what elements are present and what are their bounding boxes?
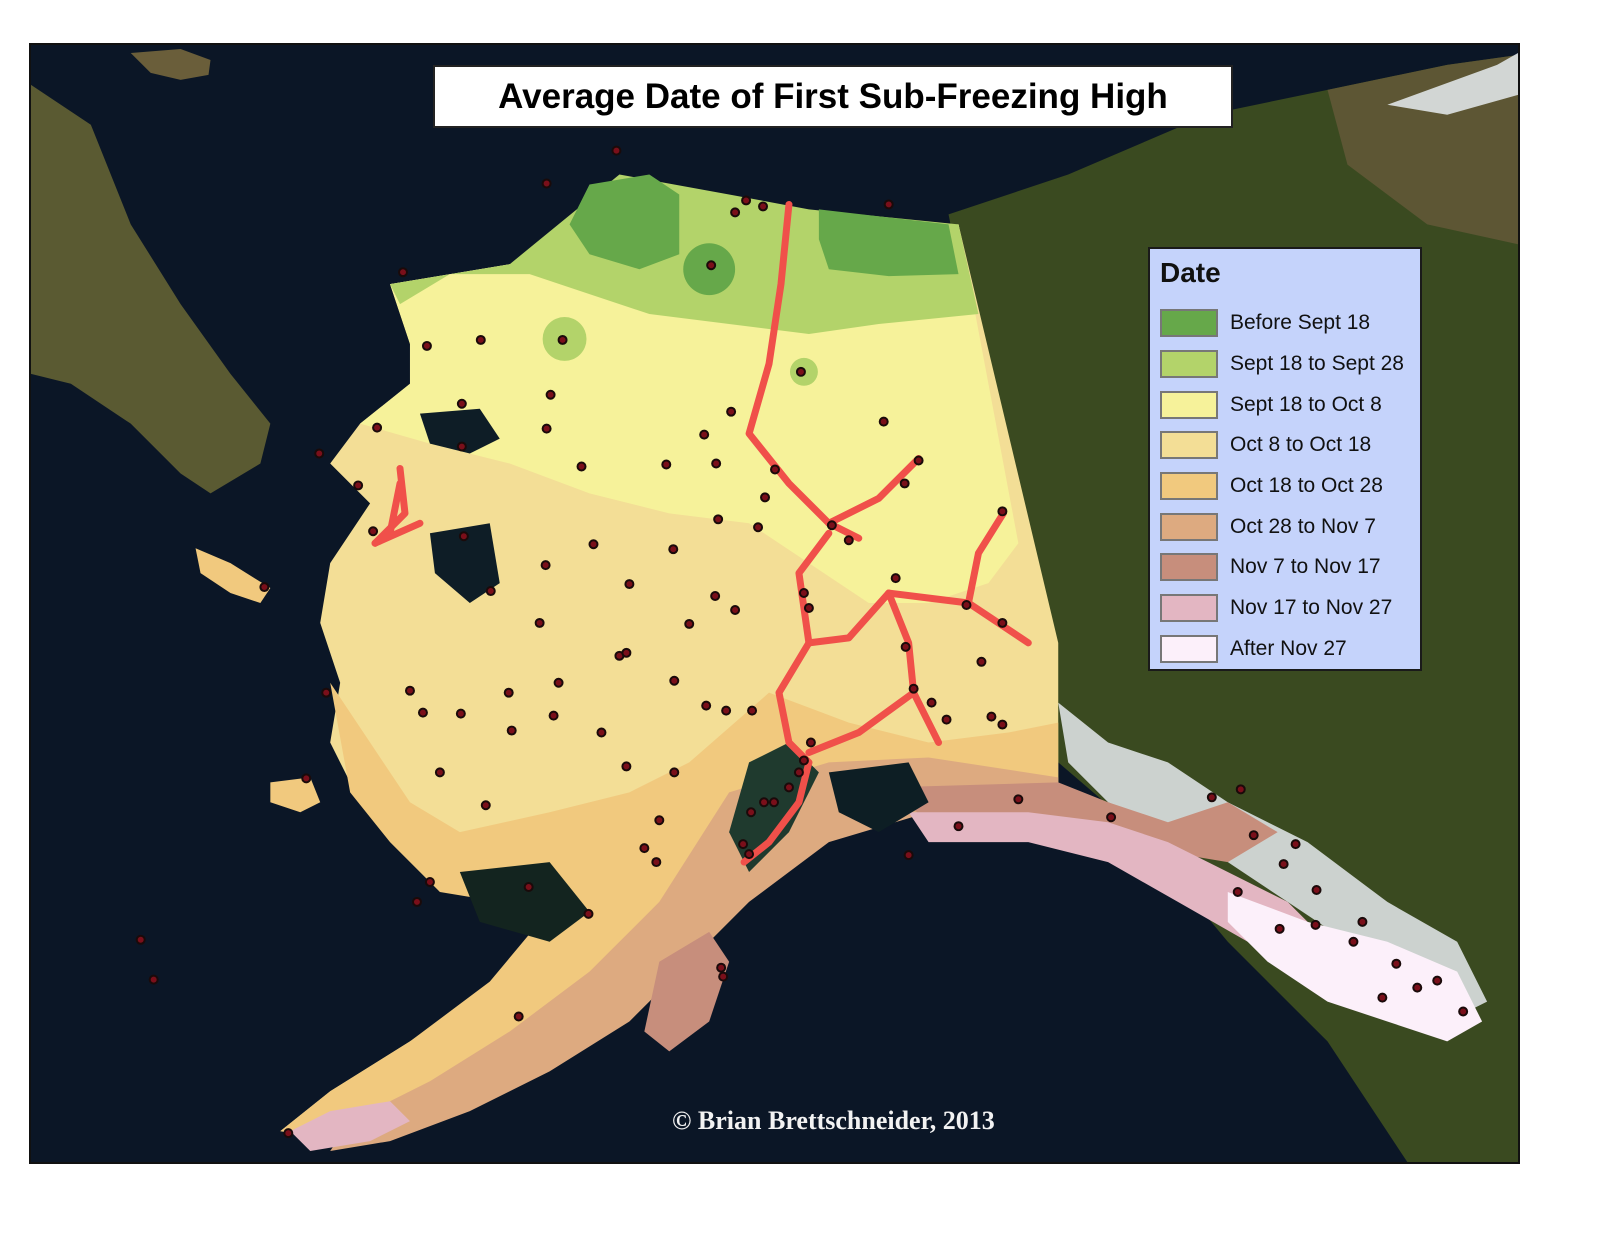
wrangel-island <box>130 48 211 80</box>
legend-item-oct28-nov7: Oct 28 to Nov 7 <box>1160 511 1420 543</box>
legend-swatch <box>1160 553 1218 581</box>
legend-swatch <box>1160 350 1218 378</box>
map-title: Average Date of First Sub-Freezing High <box>498 76 1168 116</box>
snow-patch-north <box>1387 52 1518 115</box>
legend-label: Sept 18 to Sept 28 <box>1230 352 1404 375</box>
prince-william-sound <box>828 762 929 833</box>
legend-swatch <box>1160 513 1218 541</box>
legend-swatch <box>1160 391 1218 419</box>
legend-item-nov7-nov17: Nov 7 to Nov 17 <box>1160 551 1420 583</box>
legend-item-sept18-oct8: Sept 18 to Oct 8 <box>1160 389 1420 421</box>
legend-item-oct18-oct28: Oct 18 to Oct 28 <box>1160 470 1420 502</box>
legend-label: Sept 18 to Oct 8 <box>1230 393 1382 416</box>
weather-stations <box>135 145 1469 1139</box>
legend-item-nov17-nov27: Nov 17 to Nov 27 <box>1160 592 1420 624</box>
kotzebue-sound <box>419 408 500 454</box>
legend-label: Oct 8 to Oct 18 <box>1230 433 1372 456</box>
legend-label: Nov 17 to Nov 27 <box>1230 596 1393 619</box>
legend-swatch <box>1160 431 1218 459</box>
nunivak-island <box>270 777 321 813</box>
kodiak-island <box>644 931 730 1052</box>
legend-item-oct8-oct18: Oct 8 to Oct 18 <box>1160 429 1420 461</box>
legend-swatch <box>1160 472 1218 500</box>
st-lawrence-island <box>195 548 271 604</box>
zone-before-sept18-west <box>569 174 680 270</box>
legend-item-sept18-sept28: Sept 18 to Sept 28 <box>1160 348 1420 380</box>
norton-sound <box>429 523 500 604</box>
map-title-box: Average Date of First Sub-Freezing High <box>433 65 1233 128</box>
legend-label: Oct 28 to Nov 7 <box>1230 515 1376 538</box>
legend-title: Date <box>1160 257 1221 288</box>
legend: Date Before Sept 18 Sept 18 to Sept 28 S… <box>1148 247 1422 671</box>
copyright-credit: © Brian Brettschneider, 2013 <box>672 1106 995 1135</box>
legend-swatch <box>1160 594 1218 622</box>
legend-item-after-nov27: After Nov 27 <box>1160 633 1420 665</box>
bristol-bay <box>459 862 590 942</box>
chukotka-landmass <box>31 84 271 494</box>
legend-label: After Nov 27 <box>1230 637 1347 660</box>
legend-swatch <box>1160 309 1218 337</box>
zone-before-sept18-east <box>818 209 959 277</box>
zone-after-nov27 <box>1227 891 1483 1042</box>
legend-item-before-sept18: Before Sept 18 <box>1160 307 1420 339</box>
legend-label: Nov 7 to Nov 17 <box>1230 555 1381 578</box>
legend-swatch <box>1160 635 1218 663</box>
legend-label: Oct 18 to Oct 28 <box>1230 474 1383 497</box>
aleutian-tip <box>290 1101 410 1152</box>
legend-label: Before Sept 18 <box>1230 311 1371 334</box>
